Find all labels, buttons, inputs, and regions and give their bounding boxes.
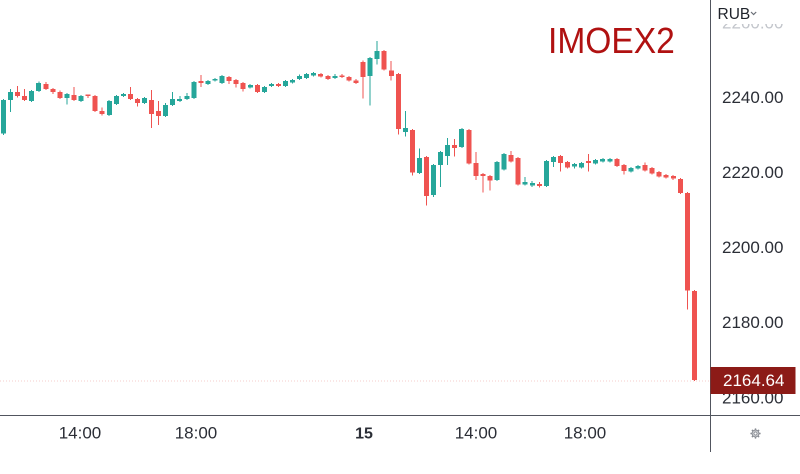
svg-text:18:00: 18:00 [564, 424, 607, 443]
svg-text:14:00: 14:00 [59, 424, 102, 443]
svg-text:RUB: RUB [718, 6, 751, 23]
svg-text:IMOEX2: IMOEX2 [548, 21, 675, 62]
svg-text:2164.64: 2164.64 [723, 371, 784, 390]
svg-text:2240.00: 2240.00 [722, 88, 783, 107]
svg-text:18:00: 18:00 [175, 424, 218, 443]
svg-text:15: 15 [355, 426, 373, 443]
svg-text:2200.00: 2200.00 [722, 238, 783, 257]
svg-text:2220.00: 2220.00 [722, 163, 783, 182]
svg-text:2180.00: 2180.00 [722, 313, 783, 332]
svg-text:14:00: 14:00 [455, 424, 498, 443]
